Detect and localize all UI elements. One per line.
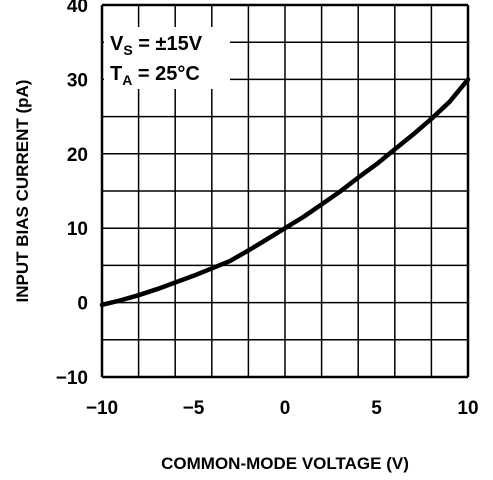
y-tick-label: 20	[67, 145, 88, 166]
x-axis-label: COMMON-MODE VOLTAGE (V)	[161, 454, 409, 473]
annotation-line: VS = ±15V	[110, 33, 203, 58]
x-tick-label: 5	[371, 398, 382, 419]
tick-labels: −10 −5 0 5 10 −10 0 10 20 30 40	[56, 0, 479, 419]
series-layer	[99, 77, 471, 308]
annotation-background	[104, 27, 230, 89]
x-tick-label: 10	[457, 398, 478, 419]
y-tick-label: 30	[67, 70, 88, 91]
series-line	[99, 77, 471, 308]
y-tick-label: −10	[56, 368, 88, 389]
x-tick-label: −5	[183, 398, 205, 419]
y-tick-label: 10	[67, 219, 88, 240]
annotation-line: TA = 25°C	[110, 63, 200, 88]
x-tick-label: −10	[86, 398, 118, 419]
y-tick-label: 0	[77, 294, 88, 315]
y-tick-label: 40	[67, 0, 88, 17]
annotation-box: VS = ±15V TA = 25°C	[104, 27, 230, 89]
y-axis-label: INPUT BIAS CURRENT (pA)	[13, 80, 32, 303]
x-tick-label: 0	[280, 398, 291, 419]
grid	[100, 3, 470, 379]
